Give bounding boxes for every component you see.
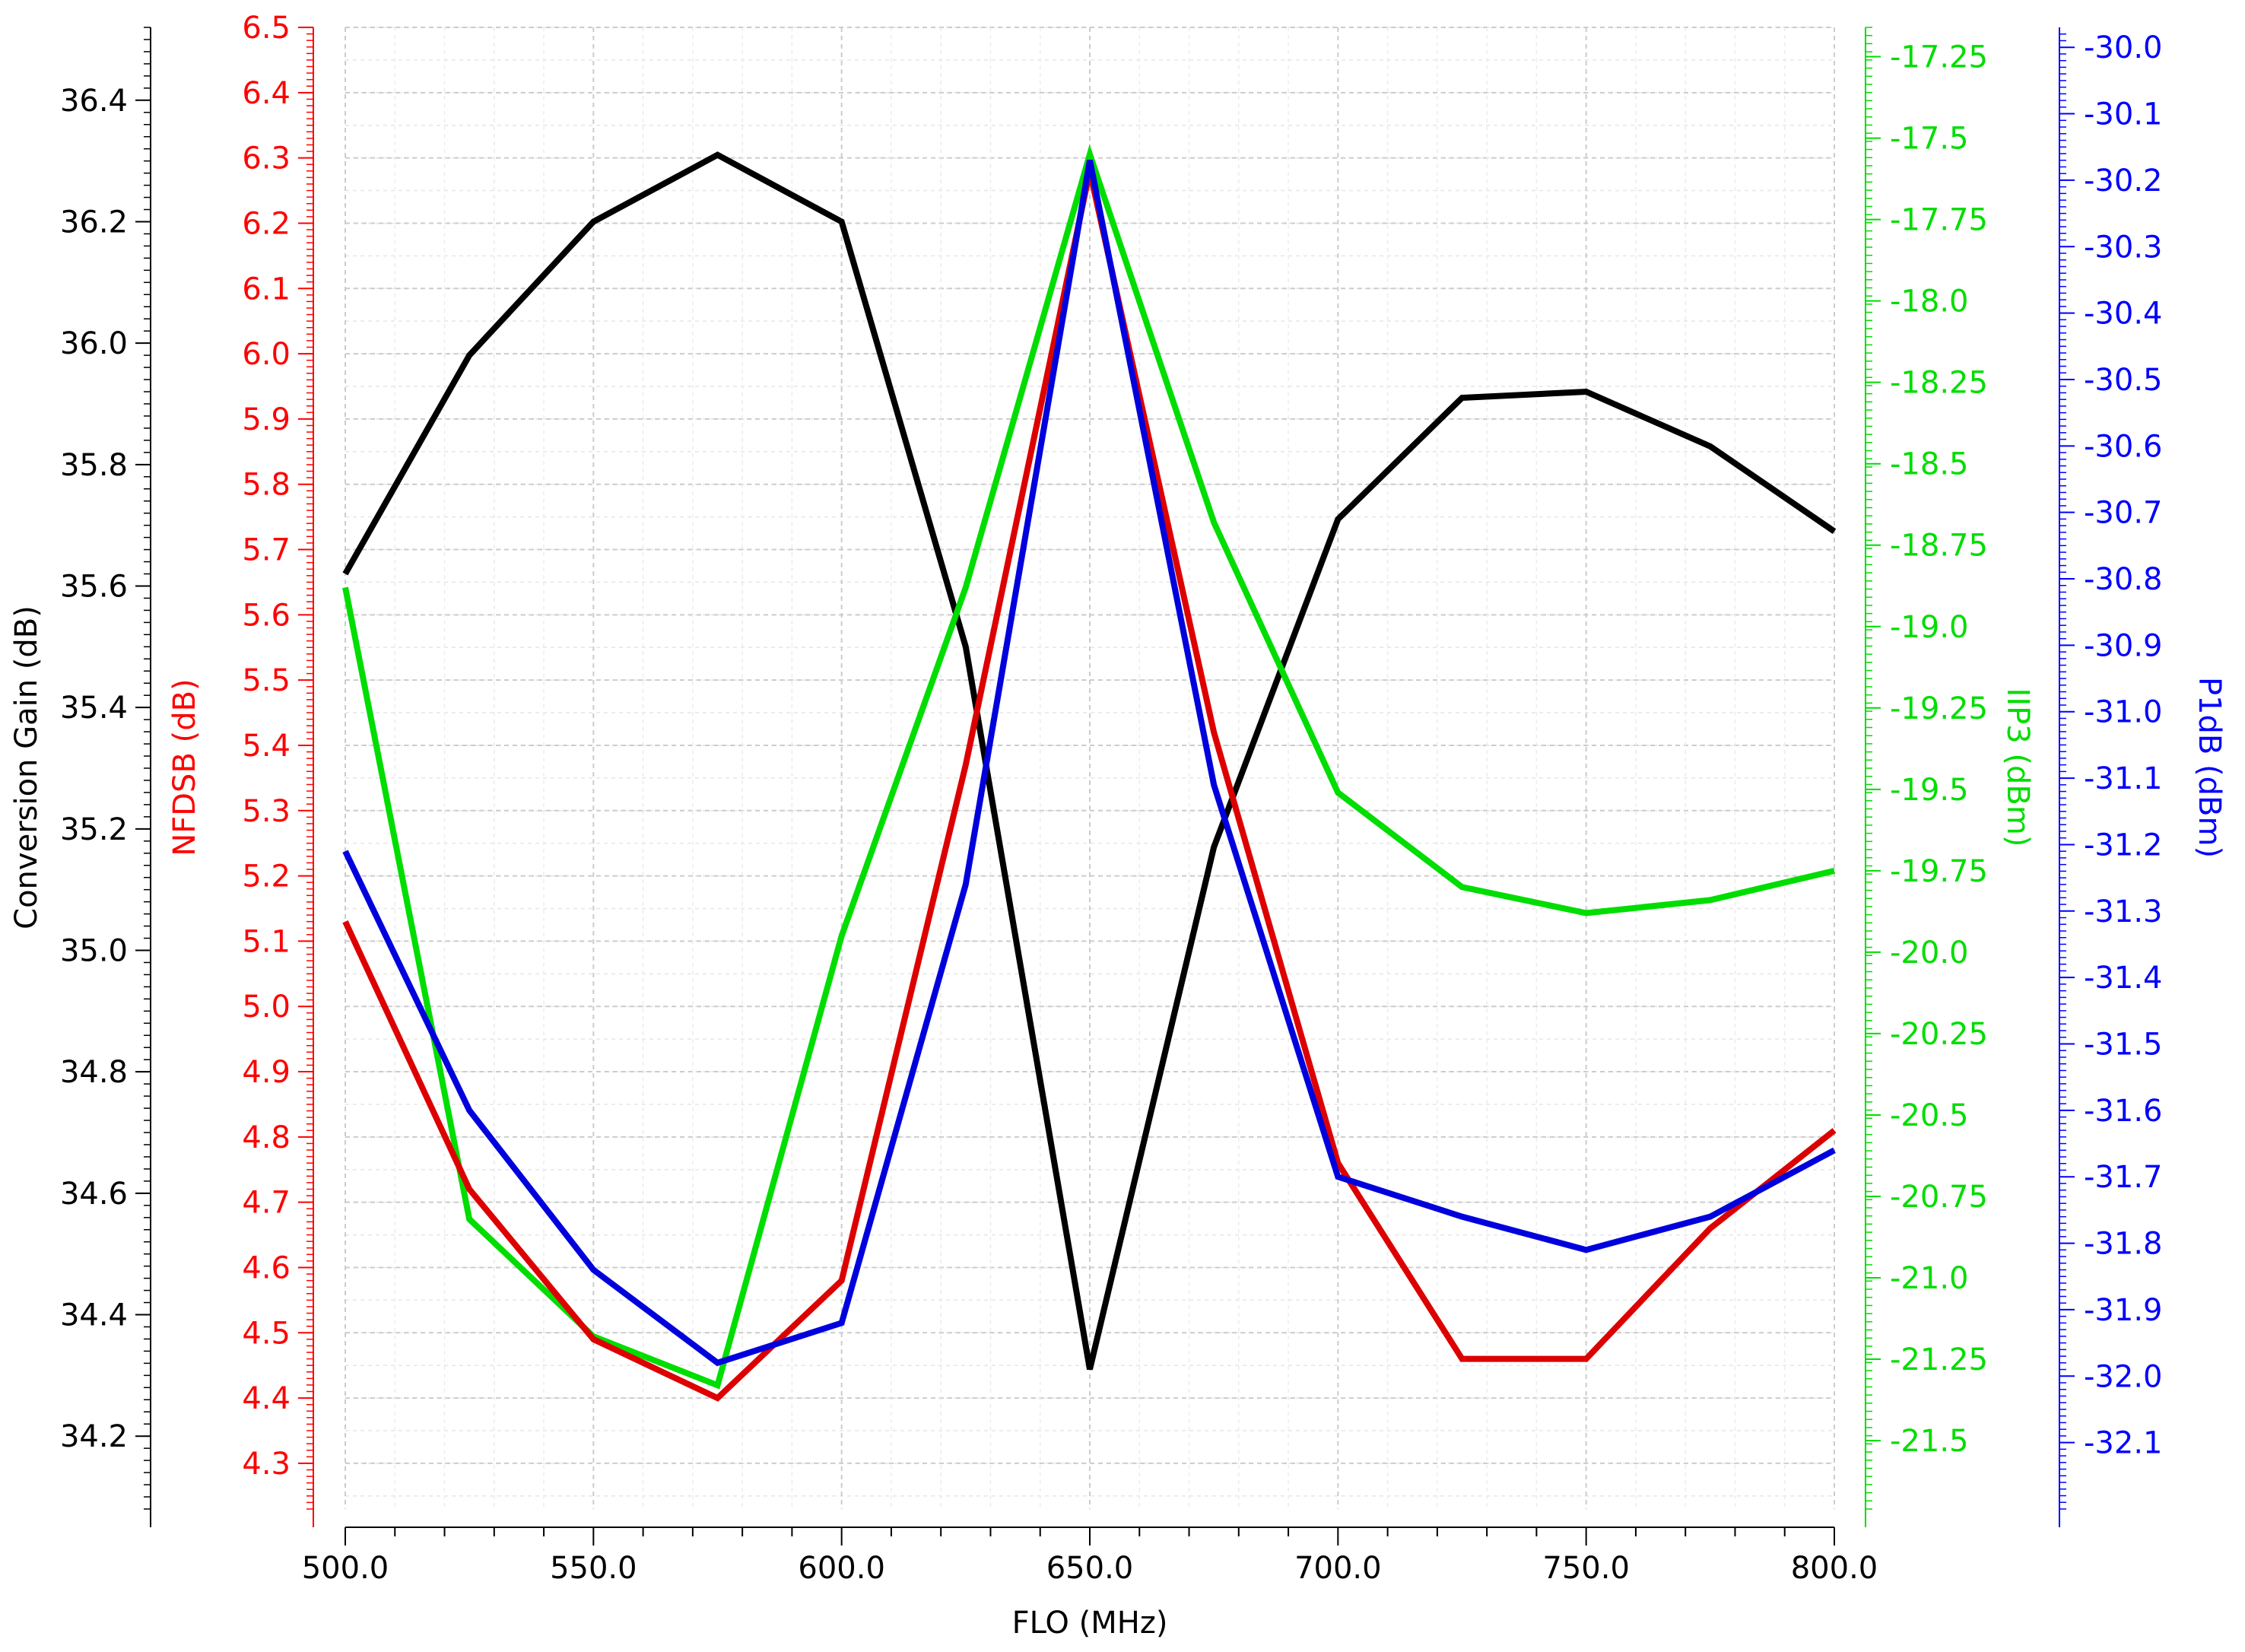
y-tick-label: 36.4 bbox=[60, 84, 128, 119]
y-tick-label: -31.3 bbox=[2084, 894, 2163, 929]
y-tick-label: 5.2 bbox=[242, 859, 291, 894]
y-tick-label: -19.0 bbox=[1890, 610, 1969, 645]
y-tick-label: 35.4 bbox=[60, 691, 128, 726]
y-tick-label: -30.1 bbox=[2084, 97, 2163, 132]
y-tick-label: -19.25 bbox=[1890, 691, 1988, 726]
y-tick-label: 4.6 bbox=[242, 1250, 291, 1285]
y-tick-label: 35.6 bbox=[60, 569, 128, 604]
x-tick-label: 700.0 bbox=[1294, 1551, 1382, 1586]
grid bbox=[345, 27, 1835, 1509]
x-axis-title: FLO (MHz) bbox=[1012, 1606, 1168, 1641]
y-tick-label: -21.0 bbox=[1890, 1261, 1969, 1296]
y-tick-label: 5.6 bbox=[242, 598, 291, 633]
y-tick-label: -31.6 bbox=[2084, 1094, 2163, 1129]
y-tick-label: -32.1 bbox=[2084, 1426, 2163, 1461]
y-tick-label: -30.5 bbox=[2084, 363, 2163, 398]
y-tick-label: 6.0 bbox=[242, 337, 291, 372]
y-tick-label: 34.8 bbox=[60, 1055, 128, 1090]
y-tick-label: -21.5 bbox=[1890, 1424, 1969, 1459]
y-tick-label: 6.2 bbox=[242, 206, 291, 241]
y-tick-label: 6.4 bbox=[242, 76, 291, 111]
y-axis-p1db: -32.1 -32.0 -31.9 -31.8 -31.7 -31.6 -31.5 -31.4… bbox=[2059, 27, 2227, 1527]
y-tick-label: 5.1 bbox=[242, 924, 291, 959]
y-tick-label: 4.3 bbox=[242, 1447, 291, 1482]
y-tick-label: -18.25 bbox=[1890, 366, 1988, 401]
y-tick-label: 6.3 bbox=[242, 141, 291, 176]
y-tick-label: 4.7 bbox=[242, 1186, 291, 1221]
y-tick-label: 5.5 bbox=[242, 663, 291, 698]
y-tick-label: -30.0 bbox=[2084, 30, 2163, 65]
y-tick-label: 34.6 bbox=[60, 1177, 128, 1212]
y-tick-label: 36.2 bbox=[60, 205, 128, 240]
y-tick-label: -32.0 bbox=[2084, 1359, 2163, 1394]
y-tick-label: 5.3 bbox=[242, 794, 291, 829]
y-tick-label: 35.0 bbox=[60, 934, 128, 969]
y-axis-gain: 34.2 34.4 34.6 34.8 35.0 35.2 35.4 35.6 35.8 36.0… bbox=[9, 27, 151, 1527]
y-tick-label: 34.4 bbox=[60, 1298, 128, 1333]
y-tick-label: -20.75 bbox=[1890, 1180, 1988, 1215]
y-tick-label: -30.9 bbox=[2084, 628, 2163, 663]
y-axis-title-iip3: IIP3 (dBm) bbox=[2000, 688, 2035, 847]
x-tick-label: 600.0 bbox=[798, 1551, 885, 1586]
y-tick-label: -30.6 bbox=[2084, 429, 2163, 464]
y-tick-label: 5.8 bbox=[242, 468, 291, 503]
y-tick-label: -31.2 bbox=[2084, 828, 2163, 863]
y-tick-label: -31.0 bbox=[2084, 695, 2163, 730]
y-tick-label: 34.2 bbox=[60, 1419, 128, 1454]
y-tick-label: -17.5 bbox=[1890, 122, 1969, 157]
y-tick-label: -21.25 bbox=[1890, 1342, 1988, 1377]
y-tick-label: -18.0 bbox=[1890, 284, 1969, 319]
y-tick-label: 6.1 bbox=[242, 272, 291, 307]
x-tick-label: 750.0 bbox=[1542, 1551, 1630, 1586]
y-tick-label: 4.9 bbox=[242, 1055, 291, 1090]
y-tick-label: -30.4 bbox=[2084, 297, 2163, 332]
y-tick-label: 5.4 bbox=[242, 729, 291, 764]
y-tick-label: 6.5 bbox=[242, 11, 291, 46]
y-axis-title-gain: Conversion Gain (dB) bbox=[9, 605, 44, 929]
series bbox=[342, 144, 1837, 1402]
y-tick-label: 4.5 bbox=[242, 1316, 291, 1351]
y-tick-label: -30.8 bbox=[2084, 562, 2163, 597]
y-tick-label: -18.75 bbox=[1890, 529, 1988, 564]
y-axis-iip3: -21.5 -21.25 -21.0 -20.75 -20.5 -20.25 -20.0 -1… bbox=[1865, 27, 2035, 1527]
y-tick-label: -20.25 bbox=[1890, 1017, 1988, 1052]
y-tick-label: -20.0 bbox=[1890, 936, 1969, 971]
y-tick-label: -19.5 bbox=[1890, 773, 1969, 808]
y-tick-label: 5.0 bbox=[242, 990, 291, 1025]
y-tick-label: -30.7 bbox=[2084, 496, 2163, 531]
x-tick-label: 550.0 bbox=[550, 1551, 637, 1586]
y-axis-title-nf: NFDSB (dB) bbox=[167, 678, 202, 856]
y-tick-label: -30.2 bbox=[2084, 164, 2163, 199]
y-tick-label: -31.8 bbox=[2084, 1227, 2163, 1262]
y-tick-label: -31.5 bbox=[2084, 1028, 2163, 1063]
y-tick-label: -18.5 bbox=[1890, 447, 1969, 482]
y-tick-label: -17.25 bbox=[1890, 40, 1988, 75]
y-tick-label: 4.4 bbox=[242, 1381, 291, 1416]
y-axis-nf: 4.3 4.4 4.5 4.6 4.7 4.8 4.9 5.0 5.1 5.2 5.3 5.4 5.5 5… bbox=[167, 11, 314, 1527]
x-tick-label: 800.0 bbox=[1791, 1551, 1878, 1586]
x-tick-label: 500.0 bbox=[302, 1551, 389, 1586]
y-tick-label: -20.5 bbox=[1890, 1098, 1969, 1133]
y-tick-label: -31.4 bbox=[2084, 961, 2163, 996]
y-tick-label: -17.75 bbox=[1890, 203, 1988, 238]
x-tick-label: 650.0 bbox=[1046, 1551, 1134, 1586]
y-tick-label: -31.9 bbox=[2084, 1293, 2163, 1328]
y-tick-label: -19.75 bbox=[1890, 854, 1988, 889]
y-tick-label: 36.0 bbox=[60, 326, 128, 361]
y-tick-label: 35.8 bbox=[60, 448, 128, 483]
y-tick-label: 35.2 bbox=[60, 812, 128, 847]
axes: 500.0 550.0 600.0 650.0 700.0 750.0 800.034.23… bbox=[9, 11, 2227, 1586]
y-tick-label: -31.7 bbox=[2084, 1160, 2163, 1195]
y-axis-title-p1db: P1dB (dBm) bbox=[2192, 677, 2227, 858]
y-tick-label: 5.9 bbox=[242, 402, 291, 437]
y-tick-label: -31.1 bbox=[2084, 761, 2163, 796]
y-tick-label: 5.7 bbox=[242, 533, 291, 568]
y-tick-label: 4.8 bbox=[242, 1120, 291, 1155]
y-tick-label: -30.3 bbox=[2084, 230, 2163, 265]
